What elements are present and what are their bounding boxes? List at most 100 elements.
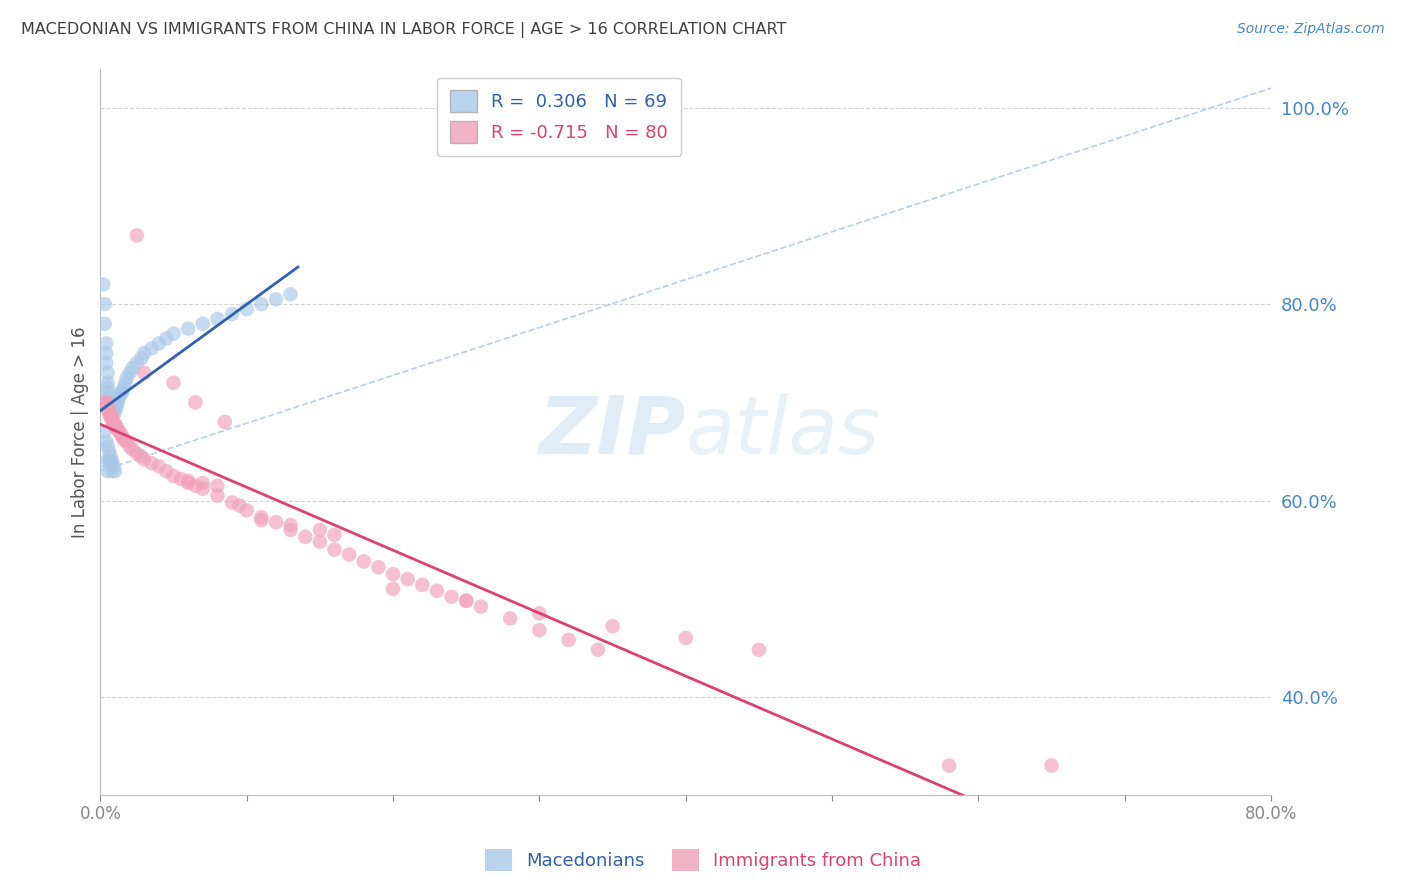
Point	[602, 619, 624, 633]
Point	[353, 554, 375, 568]
Point	[440, 590, 463, 604]
Point	[107, 395, 129, 409]
Point	[191, 317, 214, 331]
Point	[748, 642, 770, 657]
Point	[107, 423, 129, 437]
Point	[93, 297, 115, 311]
Point	[938, 758, 960, 772]
Legend: R =  0.306   N = 69, R = -0.715   N = 80: R = 0.306 N = 69, R = -0.715 N = 80	[437, 78, 681, 156]
Point	[115, 434, 138, 449]
Point	[101, 410, 124, 425]
Point	[456, 593, 478, 607]
Point	[93, 425, 115, 439]
Point	[110, 385, 132, 400]
Point	[104, 464, 127, 478]
Point	[98, 454, 121, 468]
Point	[114, 376, 136, 390]
Point	[97, 403, 120, 417]
Point	[104, 405, 127, 419]
Point	[309, 523, 332, 537]
Point	[103, 395, 125, 409]
Point	[105, 420, 128, 434]
Point	[98, 407, 121, 421]
Point	[382, 567, 405, 582]
Point	[382, 582, 405, 596]
Text: ZIP: ZIP	[538, 392, 686, 471]
Point	[141, 342, 163, 356]
Point	[97, 385, 120, 400]
Point	[191, 475, 214, 490]
Point	[214, 415, 236, 429]
Point	[309, 534, 332, 549]
Point	[98, 401, 121, 415]
Point	[499, 611, 522, 625]
Point	[111, 385, 134, 400]
Point	[250, 510, 273, 524]
Point	[250, 297, 273, 311]
Point	[264, 292, 287, 306]
Point	[96, 454, 118, 468]
Point	[103, 401, 125, 415]
Point	[207, 479, 229, 493]
Point	[103, 417, 125, 431]
Point	[323, 528, 346, 542]
Point	[101, 405, 124, 419]
Point	[155, 464, 177, 478]
Point	[228, 499, 250, 513]
Point	[184, 479, 207, 493]
Point	[148, 459, 170, 474]
Point	[586, 642, 609, 657]
Point	[170, 472, 193, 486]
Point	[98, 395, 121, 409]
Point	[97, 397, 120, 411]
Point	[97, 381, 120, 395]
Point	[177, 321, 200, 335]
Point	[98, 444, 121, 458]
Point	[100, 410, 122, 425]
Point	[184, 395, 207, 409]
Point	[134, 452, 156, 467]
Point	[101, 413, 124, 427]
Point	[221, 495, 243, 509]
Point	[177, 475, 200, 490]
Point	[108, 425, 131, 439]
Point	[250, 513, 273, 527]
Point	[131, 450, 153, 464]
Point	[557, 632, 579, 647]
Point	[337, 548, 360, 562]
Point	[101, 395, 124, 409]
Point	[101, 454, 124, 468]
Point	[426, 583, 449, 598]
Point	[118, 440, 141, 454]
Point	[134, 366, 156, 380]
Point	[115, 371, 138, 385]
Point	[367, 560, 389, 574]
Point	[101, 401, 124, 415]
Point	[108, 391, 131, 405]
Point	[162, 326, 184, 341]
Point	[280, 523, 302, 537]
Point	[97, 464, 120, 478]
Point	[177, 474, 200, 488]
Point	[103, 415, 125, 429]
Point	[105, 401, 128, 415]
Point	[110, 426, 132, 441]
Point	[93, 395, 115, 409]
Point	[96, 356, 118, 370]
Point	[112, 433, 135, 447]
Point	[101, 401, 124, 415]
Point	[396, 572, 419, 586]
Point	[100, 401, 122, 415]
Point	[125, 446, 148, 460]
Point	[96, 401, 118, 415]
Point	[529, 607, 551, 621]
Point	[93, 317, 115, 331]
Point	[98, 405, 121, 419]
Point	[100, 407, 122, 421]
Point	[264, 515, 287, 529]
Point	[100, 454, 122, 468]
Point	[105, 395, 128, 409]
Point	[294, 530, 316, 544]
Point	[162, 469, 184, 483]
Point	[1040, 758, 1063, 772]
